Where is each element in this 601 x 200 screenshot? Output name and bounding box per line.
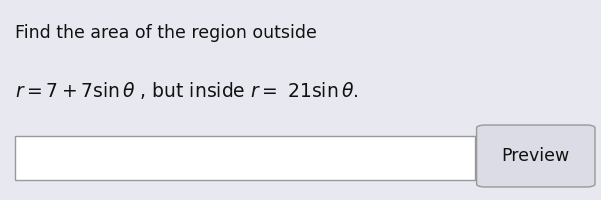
FancyBboxPatch shape — [477, 125, 595, 187]
Text: Find the area of the region outside: Find the area of the region outside — [15, 24, 317, 42]
Text: $r = 7 + 7\sin\theta$ , but inside $r =\ 21\sin\theta$.: $r = 7 + 7\sin\theta$ , but inside $r =\… — [15, 80, 358, 101]
FancyBboxPatch shape — [15, 136, 475, 180]
Text: Preview: Preview — [502, 147, 570, 165]
